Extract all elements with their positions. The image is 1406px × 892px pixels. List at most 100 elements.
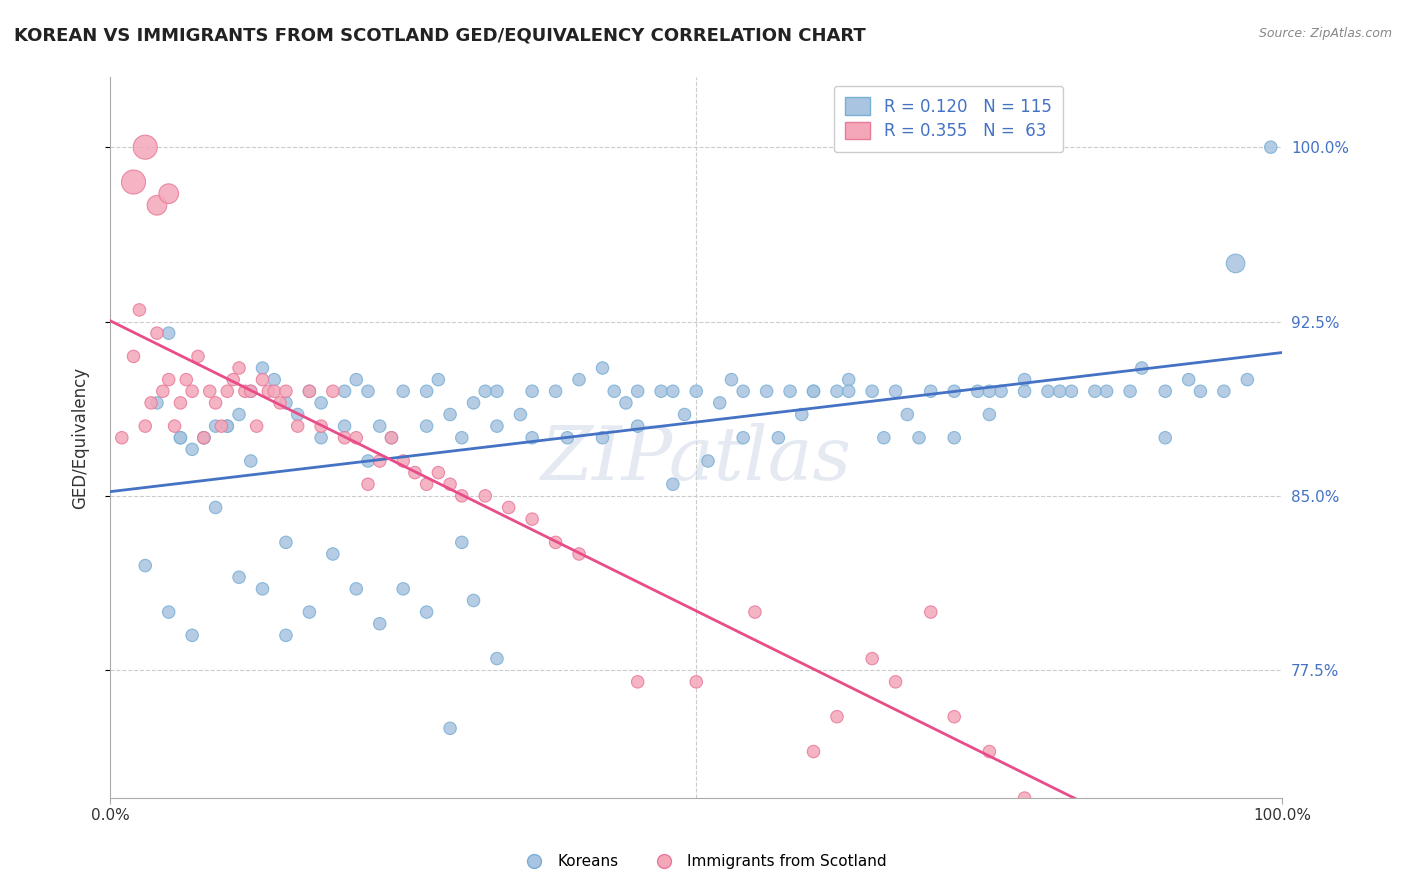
Point — [322, 384, 344, 399]
Point — [908, 431, 931, 445]
Point — [274, 535, 297, 549]
Point — [614, 396, 637, 410]
Point — [169, 431, 191, 445]
Point — [415, 419, 437, 434]
Point — [1049, 384, 1071, 399]
Point — [450, 431, 472, 445]
Point — [873, 431, 896, 445]
Point — [233, 384, 256, 399]
Point — [193, 431, 215, 445]
Point — [157, 326, 180, 340]
Point — [697, 454, 720, 468]
Point — [439, 408, 461, 422]
Point — [217, 419, 239, 434]
Point — [803, 384, 825, 399]
Point — [990, 384, 1012, 399]
Point — [217, 419, 239, 434]
Point — [568, 373, 591, 387]
Point — [485, 651, 508, 665]
Point — [650, 384, 672, 399]
Point — [152, 384, 174, 399]
Point — [274, 384, 297, 399]
Point — [322, 547, 344, 561]
Point — [139, 396, 162, 410]
Point — [439, 722, 461, 736]
Point — [257, 384, 280, 399]
Point — [239, 454, 262, 468]
Point — [474, 489, 496, 503]
Point — [198, 384, 221, 399]
Legend: Koreans, Immigrants from Scotland: Koreans, Immigrants from Scotland — [513, 848, 893, 875]
Point — [169, 431, 191, 445]
Point — [252, 361, 274, 376]
Point — [662, 477, 685, 491]
Point — [157, 605, 180, 619]
Point — [884, 674, 907, 689]
Point — [380, 431, 402, 445]
Point — [1260, 140, 1282, 154]
Point — [274, 628, 297, 642]
Point — [825, 384, 848, 399]
Point — [520, 431, 543, 445]
Point — [134, 419, 156, 434]
Point — [1177, 373, 1199, 387]
Point — [392, 582, 415, 596]
Point — [943, 431, 966, 445]
Point — [920, 605, 942, 619]
Point — [298, 605, 321, 619]
Point — [779, 384, 801, 399]
Point — [368, 616, 391, 631]
Point — [274, 396, 297, 410]
Point — [860, 384, 883, 399]
Point — [509, 408, 531, 422]
Point — [744, 605, 766, 619]
Point — [838, 373, 860, 387]
Point — [1189, 384, 1212, 399]
Point — [1060, 384, 1083, 399]
Point — [450, 535, 472, 549]
Point — [709, 396, 731, 410]
Point — [685, 674, 707, 689]
Point — [568, 547, 591, 561]
Point — [146, 198, 169, 212]
Point — [211, 419, 233, 434]
Point — [1212, 384, 1234, 399]
Text: ZIPatlas: ZIPatlas — [541, 423, 852, 496]
Point — [427, 466, 450, 480]
Point — [966, 384, 988, 399]
Point — [344, 431, 367, 445]
Point — [344, 582, 367, 596]
Point — [485, 419, 508, 434]
Point — [1154, 384, 1177, 399]
Point — [128, 302, 150, 317]
Point — [122, 175, 145, 189]
Text: KOREAN VS IMMIGRANTS FROM SCOTLAND GED/EQUIVALENCY CORRELATION CHART: KOREAN VS IMMIGRANTS FROM SCOTLAND GED/E… — [14, 27, 866, 45]
Point — [662, 384, 685, 399]
Point — [287, 419, 309, 434]
Point — [368, 454, 391, 468]
Point — [404, 466, 426, 480]
Point — [309, 419, 332, 434]
Point — [357, 384, 380, 399]
Point — [1014, 791, 1036, 805]
Legend: R = 0.120   N = 115, R = 0.355   N =  63: R = 0.120 N = 115, R = 0.355 N = 63 — [834, 86, 1063, 153]
Point — [733, 431, 755, 445]
Point — [485, 384, 508, 399]
Point — [146, 396, 169, 410]
Point — [134, 140, 156, 154]
Point — [1014, 384, 1036, 399]
Point — [733, 384, 755, 399]
Point — [555, 431, 578, 445]
Point — [474, 384, 496, 399]
Point — [825, 709, 848, 723]
Point — [163, 419, 186, 434]
Point — [187, 350, 209, 364]
Point — [111, 431, 134, 445]
Point — [333, 384, 356, 399]
Text: Source: ZipAtlas.com: Source: ZipAtlas.com — [1258, 27, 1392, 40]
Point — [1014, 373, 1036, 387]
Point — [860, 651, 883, 665]
Point — [246, 419, 269, 434]
Point — [146, 326, 169, 340]
Point — [193, 431, 215, 445]
